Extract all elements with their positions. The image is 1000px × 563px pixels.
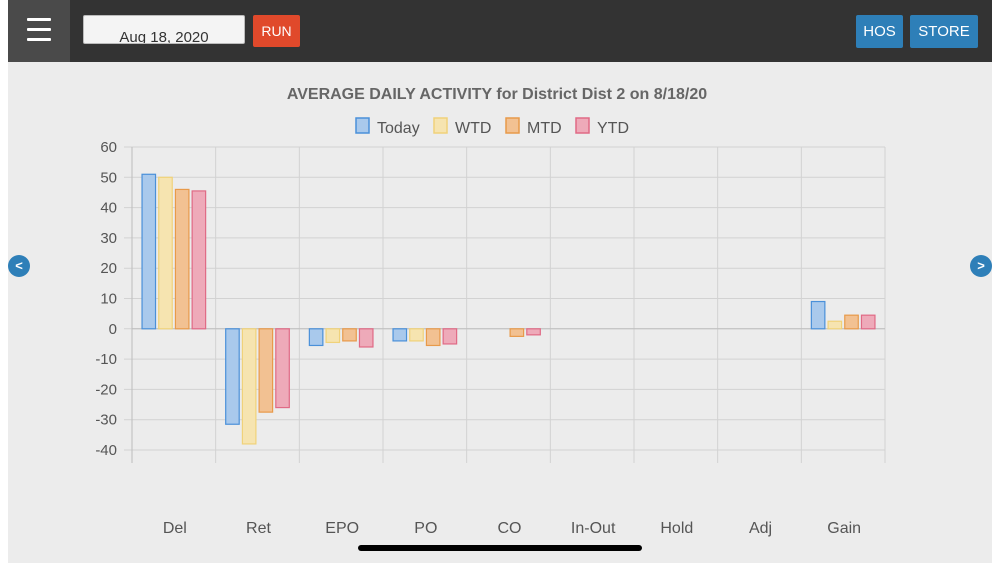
y-tick-label: 60 bbox=[100, 139, 117, 156]
y-tick-label: 50 bbox=[100, 169, 117, 186]
legend-label-wtd[interactable]: WTD bbox=[455, 120, 491, 137]
chart-title: AVERAGE DAILY ACTIVITY for District Dist… bbox=[287, 86, 707, 103]
bar-wtd-gain[interactable] bbox=[827, 320, 843, 330]
bar-wtd-epo[interactable] bbox=[325, 328, 341, 344]
y-tick-label: 20 bbox=[100, 260, 117, 277]
bar-today-gain[interactable] bbox=[810, 300, 826, 330]
date-input[interactable]: Aug 18, 2020 bbox=[83, 15, 245, 44]
bar-ytd-co[interactable] bbox=[526, 328, 541, 336]
legend-swatch-wtd[interactable] bbox=[433, 117, 448, 134]
legend-label-mtd[interactable]: MTD bbox=[527, 120, 562, 137]
bar-ytd-del[interactable] bbox=[191, 190, 207, 330]
bar-today-po[interactable] bbox=[392, 328, 408, 342]
next-arrow-icon[interactable]: > bbox=[970, 255, 992, 277]
x-tick-label: Hold bbox=[660, 520, 693, 537]
legend-swatch-mtd[interactable] bbox=[505, 117, 520, 134]
chart-legend: Today WTD MTD YTD bbox=[355, 117, 629, 137]
previous-arrow-icon[interactable]: < bbox=[8, 255, 30, 277]
y-tick-label: 0 bbox=[109, 321, 117, 338]
chart-axis-labels: Del Ret EPO PO CO In-Out Hold Adj Gain bbox=[163, 520, 861, 537]
bar-mtd-co[interactable] bbox=[509, 328, 525, 337]
y-tick-label: 40 bbox=[100, 200, 117, 217]
legend-label-ytd[interactable]: YTD bbox=[597, 120, 629, 137]
bar-ytd-ret[interactable] bbox=[275, 328, 290, 409]
bar-mtd-del[interactable] bbox=[174, 188, 190, 330]
store-button[interactable]: STORE bbox=[910, 15, 978, 48]
x-tick-label: PO bbox=[414, 520, 437, 537]
legend-swatch-today[interactable] bbox=[355, 117, 370, 134]
x-tick-label: Del bbox=[163, 520, 187, 537]
x-tick-label: EPO bbox=[325, 520, 359, 537]
hamburger-menu-icon[interactable] bbox=[8, 0, 70, 62]
x-tick-label: Adj bbox=[749, 520, 772, 537]
chart-grid: 60 50 40 30 20 10 0 -10 -20 -30 -40 bbox=[95, 139, 886, 463]
run-button[interactable]: RUN bbox=[253, 15, 300, 47]
bar-ytd-po[interactable] bbox=[442, 328, 458, 345]
y-tick-label: -10 bbox=[95, 351, 117, 368]
home-indicator bbox=[358, 545, 642, 551]
bar-wtd-po[interactable] bbox=[409, 328, 424, 342]
y-tick-label: -30 bbox=[95, 412, 117, 429]
x-tick-label: In-Out bbox=[571, 520, 616, 537]
bar-today-epo[interactable] bbox=[308, 328, 324, 347]
x-tick-label: Ret bbox=[246, 520, 271, 537]
bar-mtd-gain[interactable] bbox=[844, 314, 859, 330]
legend-label-today[interactable]: Today bbox=[377, 120, 420, 137]
bar-wtd-ret[interactable] bbox=[241, 328, 257, 445]
bar-today-del[interactable] bbox=[141, 173, 157, 330]
x-tick-label: CO bbox=[498, 520, 522, 537]
bar-ytd-epo[interactable] bbox=[358, 328, 374, 348]
y-tick-label: -40 bbox=[95, 442, 117, 459]
bar-mtd-epo[interactable] bbox=[342, 328, 357, 342]
y-tick-label: 10 bbox=[100, 291, 117, 308]
hos-button[interactable]: HOS bbox=[856, 15, 903, 48]
y-tick-label: -20 bbox=[95, 381, 117, 398]
y-tick-label: 30 bbox=[100, 230, 117, 247]
x-tick-label: Gain bbox=[827, 520, 861, 537]
chart-bars bbox=[141, 173, 876, 445]
bar-mtd-po[interactable] bbox=[425, 328, 441, 347]
bar-today-ret[interactable] bbox=[225, 328, 240, 425]
bar-mtd-ret[interactable] bbox=[258, 328, 274, 413]
bar-wtd-del[interactable] bbox=[158, 176, 173, 330]
bar-ytd-gain[interactable] bbox=[860, 314, 876, 330]
legend-swatch-ytd[interactable] bbox=[575, 117, 590, 134]
